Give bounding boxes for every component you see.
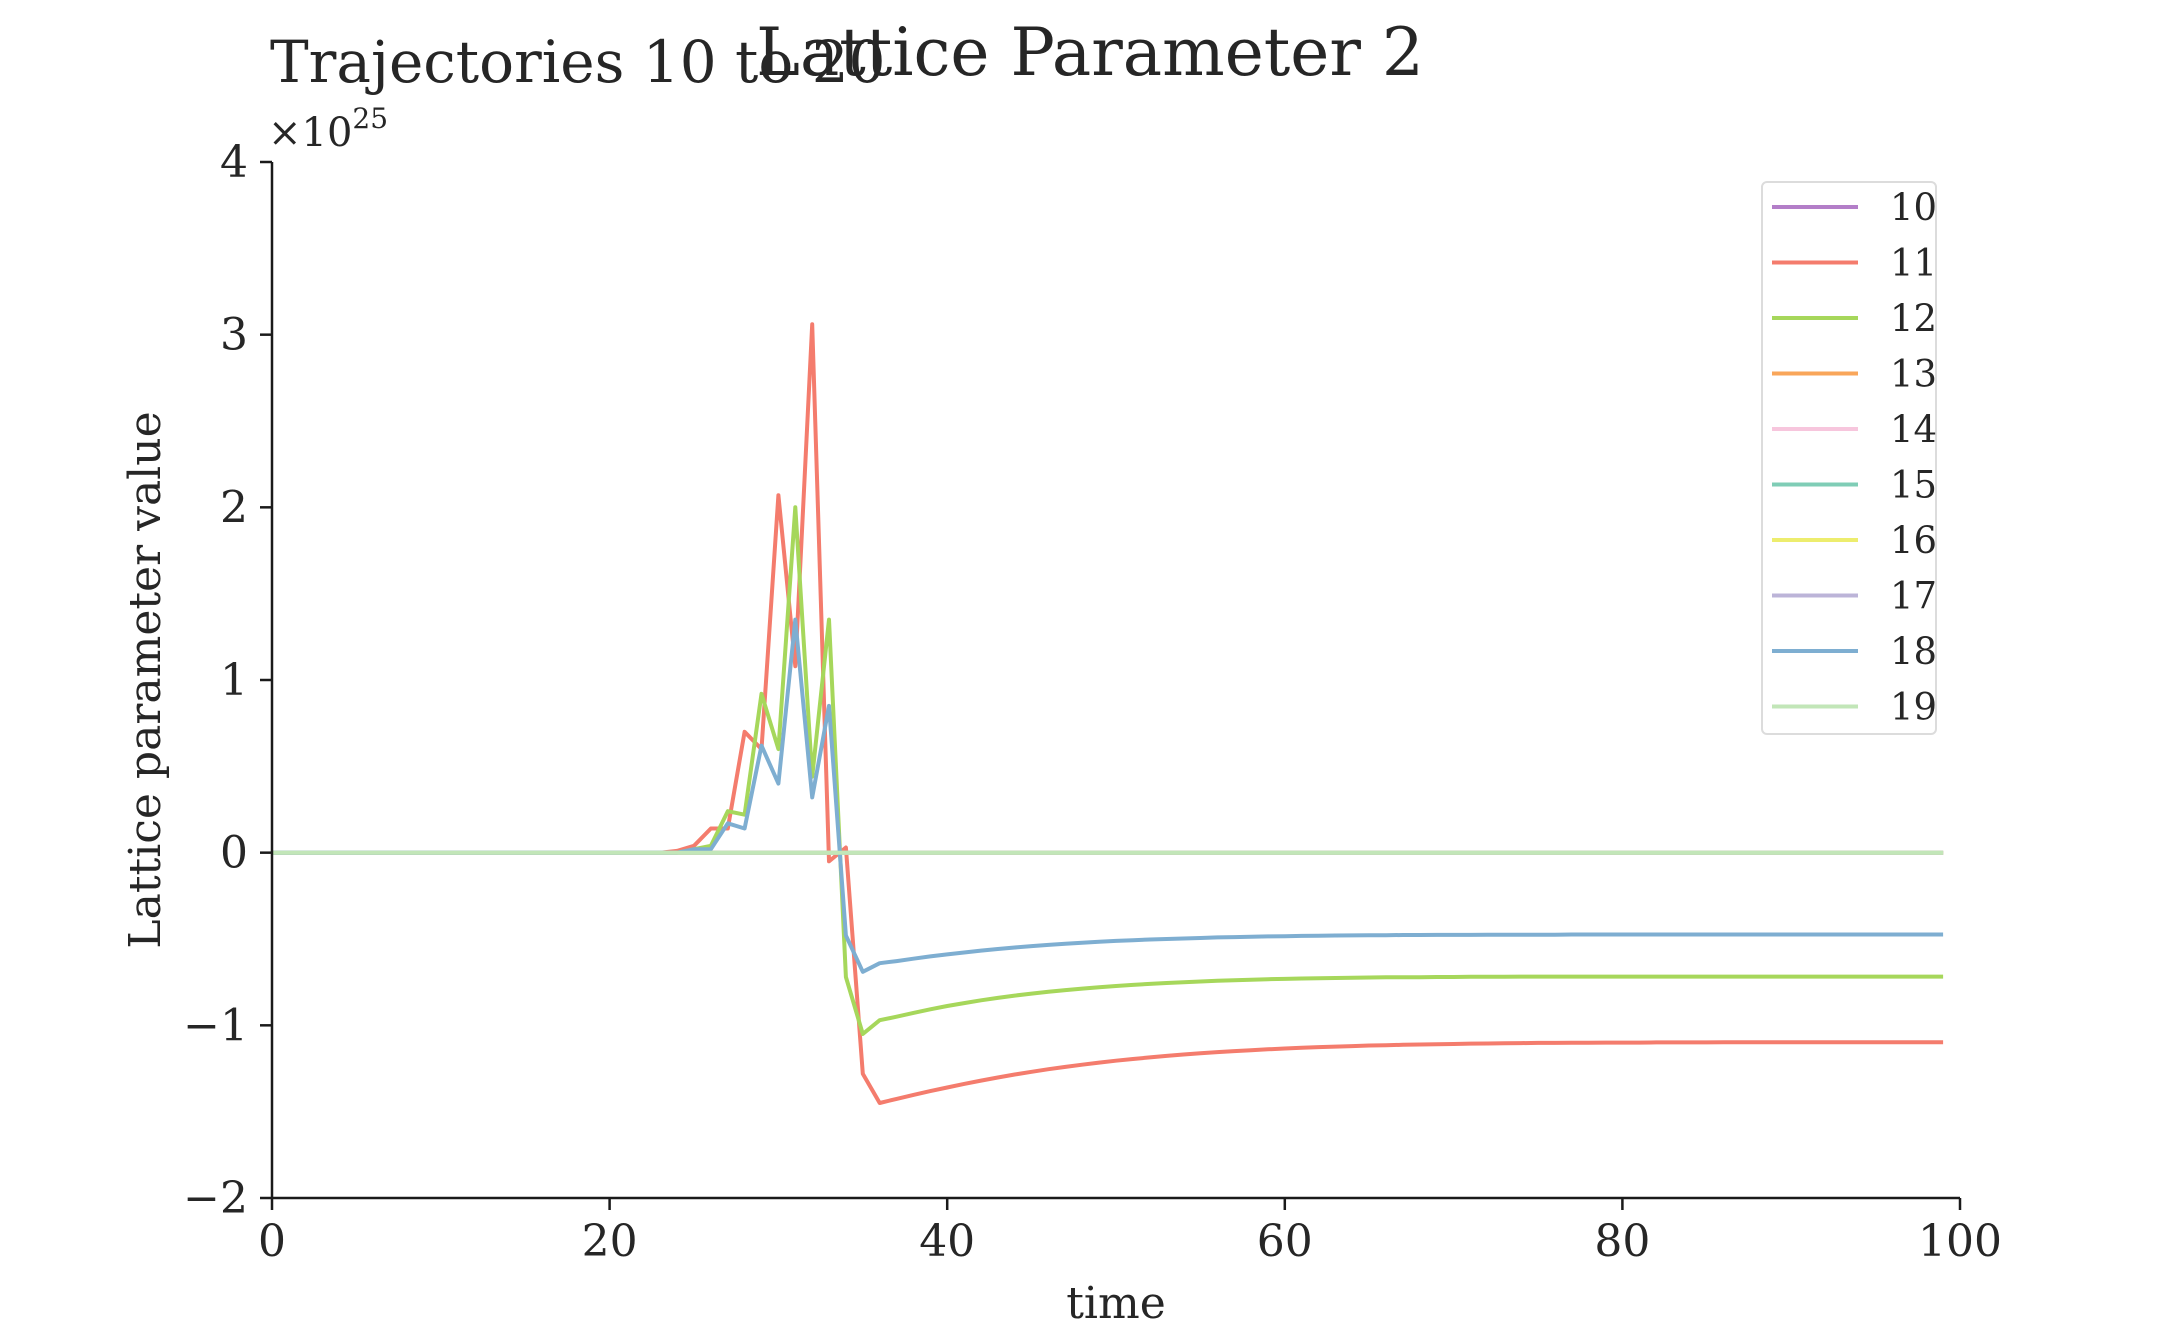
series-line-12 <box>272 505 1944 1036</box>
x-tick-label: 40 <box>919 1216 975 1267</box>
legend-label: 14 <box>1890 408 1937 451</box>
y-tick-label: 4 <box>220 137 248 188</box>
y-tick-label: 2 <box>220 482 248 533</box>
y-tick-label: 0 <box>220 828 248 879</box>
x-axis-ticks: 0 20 40 60 80 100 <box>258 1198 2002 1267</box>
legend-label: 11 <box>1890 242 1937 285</box>
x-tick-label: 60 <box>1257 1216 1313 1267</box>
y-axis-multiplier: ×1025 <box>268 102 388 156</box>
legend-label: 17 <box>1890 575 1937 618</box>
y-multiplier-exponent: 25 <box>352 102 388 135</box>
y-axis-ticks: −2 −1 0 1 2 3 4 <box>183 137 272 1224</box>
y-tick-label: −1 <box>183 1000 248 1051</box>
legend-label: 13 <box>1890 353 1937 396</box>
y-multiplier-base: ×10 <box>268 110 352 156</box>
series-line-18 <box>272 617 1944 974</box>
y-tick-label: 1 <box>220 655 248 706</box>
x-tick-label: 80 <box>1594 1216 1650 1267</box>
x-tick-label: 100 <box>1918 1216 2002 1267</box>
legend-label: 16 <box>1890 519 1937 562</box>
y-tick-label: 3 <box>220 310 248 361</box>
legend: 10 11 12 13 14 15 16 17 18 19 <box>1761 181 1937 735</box>
y-tick-label: −2 <box>183 1173 248 1224</box>
legend-label: 12 <box>1890 297 1937 340</box>
legend-label: 18 <box>1890 630 1937 673</box>
y-axis-label: Lattice parameter value <box>120 411 171 948</box>
legend-label: 10 <box>1890 186 1937 229</box>
plot-area <box>272 322 1944 1105</box>
x-axis-label: time <box>1066 1278 1166 1329</box>
chart-subtitle: Trajectories 10 to 20 <box>270 28 886 96</box>
legend-label: 19 <box>1890 686 1937 729</box>
legend-label: 15 <box>1890 464 1937 507</box>
x-tick-label: 20 <box>582 1216 638 1267</box>
chart-title: Lattice Parameter 2 <box>756 14 1424 91</box>
x-tick-label: 0 <box>258 1216 286 1267</box>
